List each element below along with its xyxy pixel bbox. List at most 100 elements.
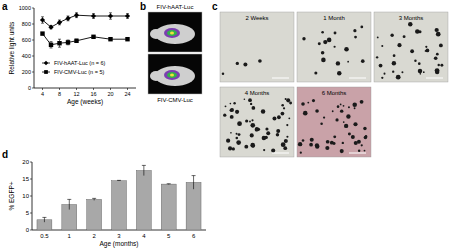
stain-spot — [340, 149, 344, 153]
stain-spot — [392, 61, 396, 65]
stain-spot — [238, 133, 241, 136]
marker — [125, 37, 129, 41]
stain-spot — [271, 149, 275, 153]
bar — [87, 199, 102, 230]
stain-spot — [333, 46, 335, 48]
stain-spot — [358, 149, 360, 151]
x-tick-label: 0.5 — [40, 233, 49, 239]
stain-spot — [250, 133, 254, 137]
stain-spot — [340, 104, 342, 106]
mouse-image — [148, 54, 202, 94]
marker — [108, 13, 113, 18]
stain-spot — [225, 105, 227, 107]
stain-spot — [265, 136, 268, 139]
stain-spot — [281, 142, 286, 147]
stain-spot — [252, 106, 256, 110]
stain-spot — [434, 56, 438, 60]
stain-spot — [281, 112, 285, 116]
signal — [170, 32, 174, 35]
mouse-image — [148, 12, 202, 52]
signal — [170, 74, 174, 77]
signal — [164, 28, 180, 38]
stain-spot — [301, 102, 305, 106]
y-tick — [32, 56, 34, 57]
y-axis-title: Relative light units — [8, 21, 16, 74]
histology-image — [220, 12, 294, 82]
y-tick — [32, 72, 34, 73]
stain-spot — [332, 110, 334, 112]
marker — [49, 43, 53, 47]
y-tick-label: 20 — [22, 159, 29, 165]
x-tick-label: 12 — [73, 91, 79, 97]
stain-spot — [230, 132, 232, 134]
stain-spot — [236, 62, 239, 65]
image-caption: 1 Month — [323, 15, 345, 21]
stain-spot — [289, 102, 292, 105]
stain-spot — [250, 103, 252, 105]
x-tick-label: 3 — [117, 233, 121, 239]
stain-spot — [354, 36, 357, 39]
stain-spot — [425, 50, 427, 52]
error-bar — [67, 199, 71, 209]
stain-spot — [302, 37, 305, 40]
stain-spot — [346, 114, 350, 118]
stain-spot — [408, 22, 413, 27]
y-tick-label: 10 — [22, 193, 29, 199]
stain-spot — [232, 147, 235, 150]
stain-spot — [248, 98, 252, 102]
y-tick-label: 1000 — [19, 5, 31, 11]
y-tick — [30, 213, 32, 214]
error-bar — [92, 198, 96, 200]
histology-image — [297, 12, 371, 82]
stain-spot — [344, 47, 349, 52]
bar — [186, 182, 201, 230]
stain-spot — [353, 122, 357, 126]
error-bar — [142, 165, 146, 175]
stain-spot — [223, 113, 226, 116]
marker — [74, 13, 79, 18]
stain-spot — [376, 56, 378, 58]
stain-spot — [315, 144, 319, 148]
stain-spot — [361, 59, 365, 63]
stain-spot — [228, 146, 232, 150]
stain-spot — [330, 141, 334, 145]
stain-spot — [410, 49, 414, 53]
stain-spot — [379, 64, 383, 68]
signal — [167, 72, 177, 78]
stain-spot — [352, 102, 357, 107]
stain-spot — [222, 72, 225, 75]
stain-spot — [288, 117, 290, 119]
marker — [40, 31, 44, 35]
stain-spot — [342, 142, 344, 144]
stain-spot — [418, 69, 423, 74]
x-tick — [110, 88, 111, 90]
x-tick-label: 16 — [90, 91, 96, 97]
stain-spot — [250, 143, 255, 148]
marker — [66, 40, 70, 44]
stain-spot — [302, 139, 305, 142]
error-bar — [67, 40, 70, 45]
stain-spot — [365, 135, 368, 138]
image-caption: 2 Weeks — [245, 15, 268, 21]
stain-spot — [363, 127, 366, 130]
stain-spot — [414, 59, 416, 61]
x-tick-label: 5 — [167, 233, 171, 239]
stain-spot — [310, 138, 314, 142]
stain-spot — [266, 131, 270, 135]
stain-spot — [354, 107, 356, 109]
x-tick — [127, 88, 128, 90]
x-tick — [76, 88, 77, 90]
stain-spot — [383, 73, 385, 75]
stain-spot — [265, 127, 268, 130]
marker — [48, 25, 53, 30]
mouse-head — [150, 71, 162, 81]
stain-spot — [323, 116, 325, 118]
stain-spot — [243, 63, 247, 67]
y-tick — [30, 196, 32, 197]
error-bar — [167, 183, 171, 185]
y-tick-label: 200 — [22, 69, 31, 75]
stain-spot — [281, 104, 284, 107]
stain-spot — [334, 31, 337, 34]
y-tick — [30, 162, 32, 163]
stain-spot — [326, 140, 330, 144]
